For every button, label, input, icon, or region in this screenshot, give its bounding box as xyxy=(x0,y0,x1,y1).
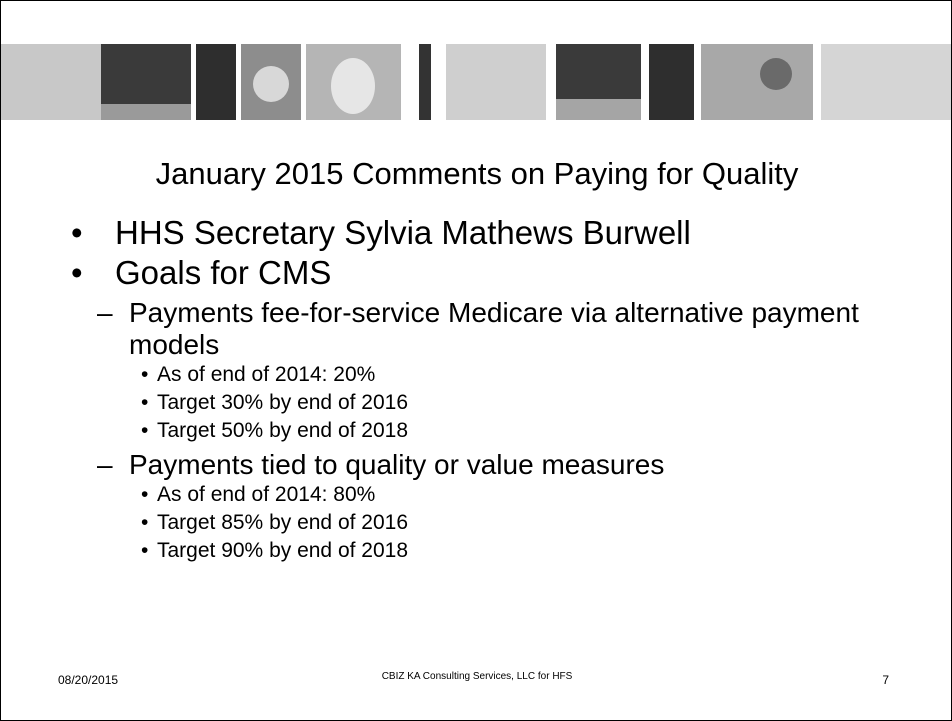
slide: January 2015 Comments on Paying for Qual… xyxy=(0,0,952,721)
slide-title: January 2015 Comments on Paying for Qual… xyxy=(1,156,952,192)
page: {"title": "January 2015 Comments on Payi… xyxy=(0,0,952,721)
footer-text: CBIZ KA Consulting Services, LLC for HFS xyxy=(1,671,952,682)
page-number: 7 xyxy=(882,673,889,687)
bullet: HHS Secretary Sylvia Mathews Burwell xyxy=(71,213,931,253)
sub-sub-bullet: Target 50% by end of 2018 xyxy=(71,417,931,445)
banner-image xyxy=(1,44,951,120)
sub-sub-bullet: Target 30% by end of 2016 xyxy=(71,389,931,417)
bullet: Goals for CMS xyxy=(71,253,931,293)
bullet-list: HHS Secretary Sylvia Mathews BurwellGoal… xyxy=(71,213,931,565)
sub-sub-bullet: Target 90% by end of 2018 xyxy=(71,537,931,565)
sub-sub-bullet: As of end of 2014: 20% xyxy=(71,361,931,389)
sub-bullet: Payments fee-for-service Medicare via al… xyxy=(71,297,931,361)
sub-bullet: Payments tied to quality or value measur… xyxy=(71,449,931,481)
sub-sub-bullet: As of end of 2014: 80% xyxy=(71,481,931,509)
sub-sub-bullet: Target 85% by end of 2016 xyxy=(71,509,931,537)
